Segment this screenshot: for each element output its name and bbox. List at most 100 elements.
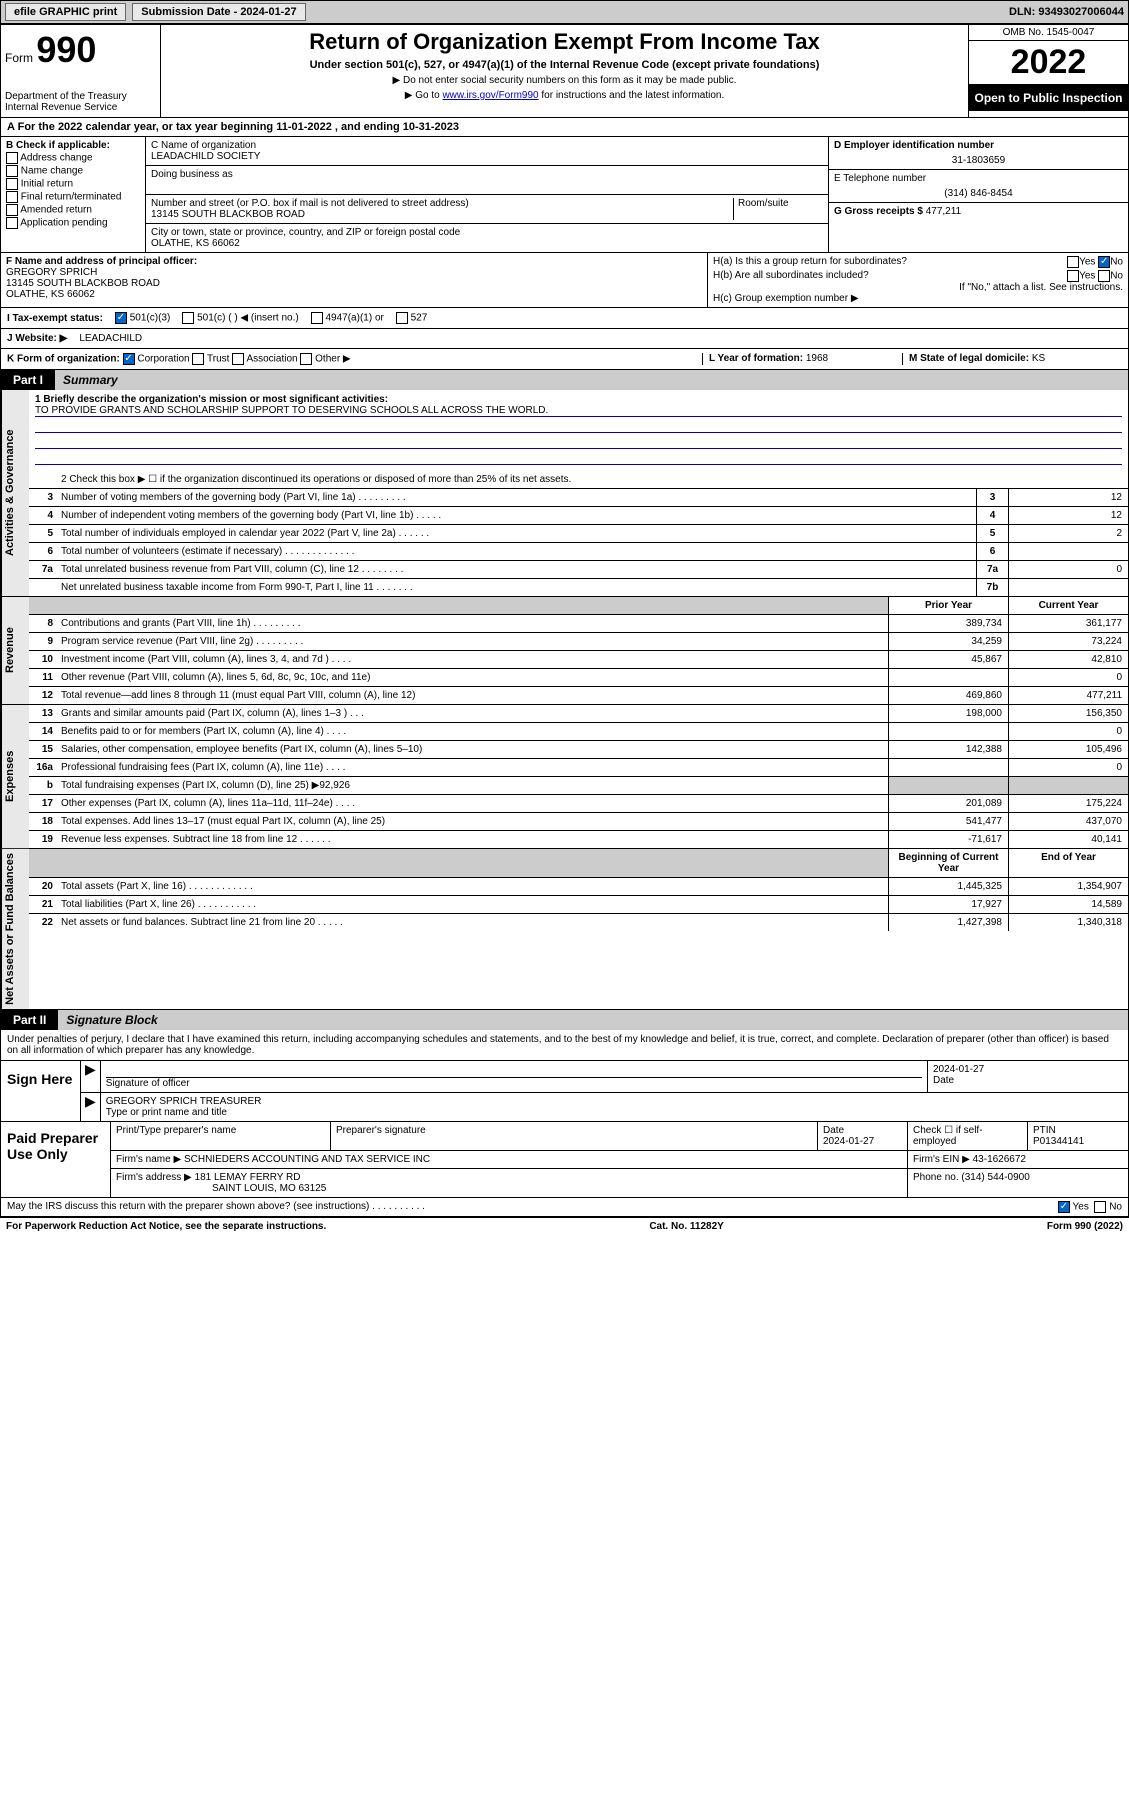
chk-corporation[interactable] <box>123 353 135 365</box>
org-city: OLATHE, KS 66062 <box>151 238 823 249</box>
form-subtitle: Under section 501(c), 527, or 4947(a)(1)… <box>169 59 960 71</box>
year-formed: 1968 <box>806 353 828 364</box>
firm-ein: 43-1626672 <box>973 1154 1026 1165</box>
form-prefix: Form <box>5 51 33 65</box>
form-org-row: K Form of organization: Corporation Trus… <box>1 349 1128 370</box>
firm-name: SCHNIEDERS ACCOUNTING AND TAX SERVICE IN… <box>184 1154 430 1165</box>
dept: Department of the Treasury <box>5 91 156 102</box>
part2-header: Part II Signature Block <box>1 1010 1128 1030</box>
irs: Internal Revenue Service <box>5 102 156 113</box>
org-address: 13145 SOUTH BLACKBOB ROAD <box>151 209 733 220</box>
sidebar-expenses: Expenses <box>1 705 29 848</box>
firm-addr: 181 LEMAY FERRY RD <box>195 1172 301 1183</box>
tax-year: 2022 <box>969 41 1128 85</box>
governance-block: Activities & Governance 1 Briefly descri… <box>1 390 1128 597</box>
line-15: 15 Salaries, other compensation, employe… <box>29 741 1128 759</box>
mission: TO PROVIDE GRANTS AND SCHOLARSHIP SUPPOR… <box>35 405 1122 417</box>
ein: 31-1803659 <box>834 155 1123 166</box>
header-left: Form 990 Department of the Treasury Inte… <box>1 25 161 117</box>
sign-date: 2024-01-27 <box>933 1064 1123 1075</box>
section-de: D Employer identification number 31-1803… <box>828 137 1128 252</box>
part1-header: Part I Summary <box>1 370 1128 390</box>
line-8: 8 Contributions and grants (Part VIII, l… <box>29 615 1128 633</box>
line-4: 4 Number of independent voting members o… <box>29 507 1128 525</box>
form-title: Return of Organization Exempt From Incom… <box>169 29 960 55</box>
page-footer: For Paperwork Reduction Act Notice, see … <box>0 1218 1129 1235</box>
sign-block: Sign Here ▶ Signature of officer 2024-01… <box>1 1061 1128 1122</box>
discuss-row: May the IRS discuss this return with the… <box>1 1198 1128 1217</box>
sidebar-revenue: Revenue <box>1 597 29 704</box>
chk-name-change[interactable]: Name change <box>6 165 140 177</box>
note-2: ▶ Go to www.irs.gov/Form990 for instruct… <box>169 90 960 101</box>
preparer-block: Paid Preparer Use Only Print/Type prepar… <box>1 1122 1128 1198</box>
line-16a: 16a Professional fundraising fees (Part … <box>29 759 1128 777</box>
net-assets-block: Net Assets or Fund Balances Beginning of… <box>1 849 1128 1010</box>
section-f: F Name and address of principal officer:… <box>1 253 708 307</box>
chk-amended[interactable]: Amended return <box>6 204 140 216</box>
section-bcd: B Check if applicable: Address change Na… <box>1 137 1128 253</box>
line-9: 9 Program service revenue (Part VIII, li… <box>29 633 1128 651</box>
sidebar-governance: Activities & Governance <box>1 390 29 596</box>
line-5: 5 Total number of individuals employed i… <box>29 525 1128 543</box>
dln: DLN: 93493027006044 <box>1009 6 1124 18</box>
revenue-block: Revenue Prior Year Current Year 8 Contri… <box>1 597 1128 705</box>
form-990: Form 990 Department of the Treasury Inte… <box>0 24 1129 1218</box>
ptin: P01344141 <box>1033 1136 1084 1147</box>
chk-pending[interactable]: Application pending <box>6 217 140 229</box>
tax-period: A For the 2022 calendar year, or tax yea… <box>1 118 1128 137</box>
line-10: 10 Investment income (Part VIII, column … <box>29 651 1128 669</box>
phone: (314) 846-8454 <box>834 188 1123 199</box>
inspection-notice: Open to Public Inspection <box>969 85 1128 111</box>
website: LEADACHILD <box>79 333 142 344</box>
officer-sig-name: GREGORY SPRICH TREASURER <box>106 1096 1123 1107</box>
ha-no-check[interactable] <box>1098 256 1110 268</box>
line-19: 19 Revenue less expenses. Subtract line … <box>29 831 1128 848</box>
section-h: H(a) Is this a group return for subordin… <box>708 253 1128 307</box>
line-14: 14 Benefits paid to or for members (Part… <box>29 723 1128 741</box>
header-right: OMB No. 1545-0047 2022 Open to Public In… <box>968 25 1128 117</box>
line-18: 18 Total expenses. Add lines 13–17 (must… <box>29 813 1128 831</box>
line-20: 20 Total assets (Part X, line 16) . . . … <box>29 878 1128 896</box>
discuss-yes-check[interactable] <box>1058 1201 1070 1213</box>
section-c: C Name of organization LEADACHILD SOCIET… <box>146 137 828 252</box>
chk-initial-return[interactable]: Initial return <box>6 178 140 190</box>
chk-501c3[interactable] <box>115 312 127 324</box>
note-1: ▶ Do not enter social security numbers o… <box>169 75 960 86</box>
form-number: 990 <box>36 29 96 70</box>
omb-number: OMB No. 1545-0047 <box>969 25 1128 41</box>
top-bar: efile GRAPHIC print Submission Date - 20… <box>0 0 1129 24</box>
line-21: 21 Total liabilities (Part X, line 26) .… <box>29 896 1128 914</box>
form-header: Form 990 Department of the Treasury Inte… <box>1 25 1128 118</box>
penalty-text: Under penalties of perjury, I declare th… <box>1 1030 1128 1061</box>
officer-name: GREGORY SPRICH <box>6 267 702 278</box>
line-b: b Total fundraising expenses (Part IX, c… <box>29 777 1128 795</box>
firm-phone: (314) 544-0900 <box>961 1172 1029 1183</box>
org-name: LEADACHILD SOCIETY <box>151 151 823 162</box>
preparer-label: Paid Preparer Use Only <box>1 1122 111 1197</box>
prep-date: 2024-01-27 <box>823 1136 874 1147</box>
chk-address-change[interactable]: Address change <box>6 152 140 164</box>
submission-date: Submission Date - 2024-01-27 <box>132 3 305 21</box>
tax-exempt-status: I Tax-exempt status: 501(c)(3) 501(c) ( … <box>1 308 1128 329</box>
website-row: J Website: ▶ LEADACHILD <box>1 329 1128 349</box>
sidebar-net: Net Assets or Fund Balances <box>1 849 29 1009</box>
expenses-block: Expenses 13 Grants and similar amounts p… <box>1 705 1128 849</box>
arrow-icon: ▶ <box>81 1093 101 1121</box>
line-17: 17 Other expenses (Part IX, column (A), … <box>29 795 1128 813</box>
arrow-icon: ▶ <box>81 1061 101 1092</box>
net-headers: Beginning of Current Year End of Year <box>29 849 1128 878</box>
line-7a: 7a Total unrelated business revenue from… <box>29 561 1128 579</box>
header-center: Return of Organization Exempt From Incom… <box>161 25 968 117</box>
chk-final-return[interactable]: Final return/terminated <box>6 191 140 203</box>
domicile: KS <box>1032 353 1045 364</box>
section-b: B Check if applicable: Address change Na… <box>1 137 146 252</box>
line-6: 6 Total number of volunteers (estimate i… <box>29 543 1128 561</box>
gross-receipts: 477,211 <box>926 206 961 217</box>
line-13: 13 Grants and similar amounts paid (Part… <box>29 705 1128 723</box>
rev-headers: Prior Year Current Year <box>29 597 1128 615</box>
line-3: 3 Number of voting members of the govern… <box>29 489 1128 507</box>
irs-link[interactable]: www.irs.gov/Form990 <box>442 90 538 101</box>
line-11: 11 Other revenue (Part VIII, column (A),… <box>29 669 1128 687</box>
line-22: 22 Net assets or fund balances. Subtract… <box>29 914 1128 931</box>
efile-button[interactable]: efile GRAPHIC print <box>5 3 126 21</box>
